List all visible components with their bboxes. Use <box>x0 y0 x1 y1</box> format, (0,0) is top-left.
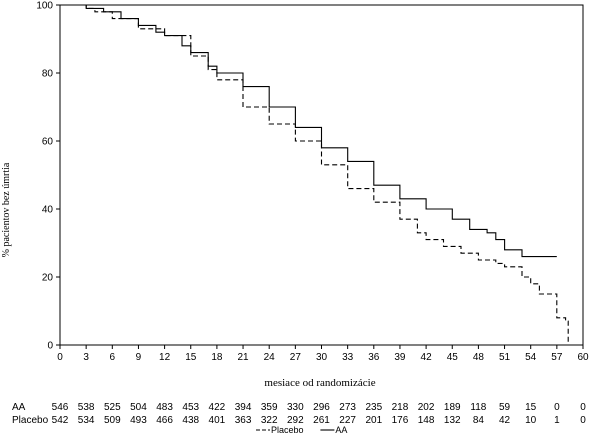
risk-value: 218 <box>392 402 409 413</box>
risk-value: 176 <box>392 415 409 426</box>
risk-value: 363 <box>235 415 252 426</box>
risk-value: 330 <box>287 402 304 413</box>
risk-value: 322 <box>261 415 278 426</box>
risk-value: 534 <box>78 415 95 426</box>
risk-value: 227 <box>339 415 356 426</box>
risk-value: 59 <box>499 402 511 413</box>
x-tick-label: 51 <box>499 352 511 363</box>
x-tick-label: 0 <box>57 352 63 363</box>
x-tick-label: 48 <box>473 352 485 363</box>
x-tick-label: 60 <box>577 352 589 363</box>
x-tick-label: 27 <box>290 352 302 363</box>
y-axis: 0 20 40 60 80 100 <box>36 1 60 352</box>
risk-value: 538 <box>78 402 95 413</box>
y-tick-label: 100 <box>36 1 53 12</box>
x-tick-label: 42 <box>421 352 433 363</box>
y-tick-label: 80 <box>42 69 54 80</box>
x-tick-label: 39 <box>394 352 406 363</box>
x-tick-label: 15 <box>185 352 197 363</box>
x-tick-label: 24 <box>264 352 276 363</box>
x-tick-label: 54 <box>525 352 537 363</box>
risk-value: 273 <box>339 402 356 413</box>
y-tick-label: 0 <box>47 341 53 352</box>
x-axis: 0 3 6 9 12 15 18 21 24 27 30 33 36 39 42 45 48 51 54 57 60 <box>57 345 589 363</box>
risk-value: 504 <box>130 402 147 413</box>
risk-table: AA 546 538 525 504 483 453 422 394 359 330 296 273 23… <box>12 402 586 426</box>
x-tick-label: 30 <box>316 352 328 363</box>
x-tick-label: 12 <box>159 352 171 363</box>
risk-row-label: AA <box>12 402 26 413</box>
legend: Placebo AA <box>256 425 347 435</box>
legend-label: Placebo <box>271 425 304 435</box>
risk-value: 422 <box>209 402 226 413</box>
risk-value: 261 <box>313 415 330 426</box>
risk-value: 118 <box>470 402 486 413</box>
series-layer <box>60 4 569 345</box>
risk-value: 394 <box>235 402 252 413</box>
risk-value: 483 <box>156 402 173 413</box>
x-tick-label: 45 <box>447 352 459 363</box>
risk-value: 189 <box>444 402 461 413</box>
x-axis-label: mesiace od randomizácie <box>264 377 375 389</box>
y-tick-label: 20 <box>42 273 54 284</box>
risk-value: 148 <box>418 415 435 426</box>
x-tick-label: 18 <box>211 352 223 363</box>
risk-value: 202 <box>418 402 435 413</box>
risk-value: 292 <box>287 415 304 426</box>
legend-label: AA <box>335 425 347 435</box>
risk-value: 84 <box>473 415 485 426</box>
x-tick-label: 21 <box>237 352 249 363</box>
risk-value: 0 <box>554 402 560 413</box>
x-tick-label: 33 <box>342 352 354 363</box>
risk-value: 525 <box>104 402 121 413</box>
y-axis-label: % pacientov bez úmrtia <box>1 162 12 257</box>
risk-value: 1 <box>554 415 560 426</box>
risk-value: 201 <box>365 415 382 426</box>
risk-value: 493 <box>130 415 147 426</box>
risk-value: 542 <box>52 415 69 426</box>
x-tick-label: 36 <box>368 352 380 363</box>
series-line-aa <box>60 4 557 258</box>
risk-value: 235 <box>365 402 382 413</box>
risk-value: 42 <box>499 415 511 426</box>
risk-row-label: Placebo <box>12 415 49 426</box>
risk-value: 10 <box>525 415 537 426</box>
x-tick-label: 3 <box>83 352 89 363</box>
series-line-placebo <box>60 4 569 345</box>
risk-value: 438 <box>182 415 199 426</box>
risk-value: 359 <box>261 402 278 413</box>
risk-value: 0 <box>580 415 586 426</box>
risk-value: 15 <box>525 402 537 413</box>
x-tick-label: 9 <box>136 352 142 363</box>
x-tick-label: 6 <box>110 352 116 363</box>
risk-value: 509 <box>104 415 121 426</box>
risk-value: 466 <box>156 415 173 426</box>
risk-value: 453 <box>182 402 199 413</box>
risk-value: 0 <box>580 402 586 413</box>
risk-value: 401 <box>209 415 226 426</box>
x-tick-label: 57 <box>551 352 563 363</box>
risk-value: 296 <box>313 402 330 413</box>
y-tick-label: 60 <box>42 137 54 148</box>
risk-value: 132 <box>444 415 461 426</box>
y-tick-label: 40 <box>42 205 54 216</box>
risk-value: 546 <box>52 402 69 413</box>
